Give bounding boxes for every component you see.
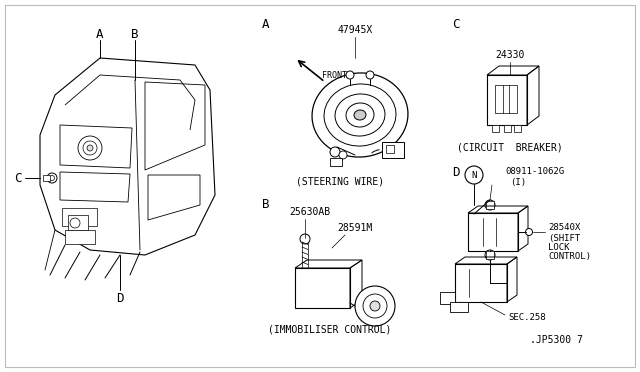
Ellipse shape bbox=[335, 94, 385, 136]
Circle shape bbox=[366, 71, 374, 79]
Text: C: C bbox=[14, 171, 22, 185]
Text: N: N bbox=[471, 170, 477, 180]
Text: .JP5300 7: .JP5300 7 bbox=[530, 335, 583, 345]
Ellipse shape bbox=[346, 103, 374, 127]
Ellipse shape bbox=[324, 84, 396, 146]
Text: (I): (I) bbox=[510, 179, 526, 187]
Text: 08911-1062G: 08911-1062G bbox=[505, 167, 564, 176]
Bar bbox=[492, 125, 499, 132]
Bar bbox=[440, 292, 455, 304]
Circle shape bbox=[87, 145, 93, 151]
Bar bbox=[386, 145, 394, 153]
Bar bbox=[495, 85, 517, 113]
Text: (CIRCUIT  BREAKER): (CIRCUIT BREAKER) bbox=[457, 143, 563, 153]
Circle shape bbox=[300, 234, 310, 244]
Circle shape bbox=[370, 301, 380, 311]
Ellipse shape bbox=[354, 110, 366, 120]
Text: FRONT: FRONT bbox=[322, 71, 347, 80]
Text: 28591M: 28591M bbox=[337, 223, 372, 233]
Text: D: D bbox=[116, 292, 124, 305]
Text: LOCK: LOCK bbox=[548, 243, 570, 251]
Text: A: A bbox=[96, 29, 104, 42]
Circle shape bbox=[346, 71, 354, 79]
Circle shape bbox=[47, 173, 57, 183]
Bar bbox=[450, 302, 468, 312]
Bar bbox=[382, 142, 404, 158]
Text: (STEERING WIRE): (STEERING WIRE) bbox=[296, 177, 384, 187]
Circle shape bbox=[339, 151, 347, 159]
Bar bbox=[62, 208, 97, 226]
Bar bbox=[43, 175, 50, 181]
Circle shape bbox=[485, 250, 495, 260]
Circle shape bbox=[465, 166, 483, 184]
Text: C: C bbox=[452, 19, 460, 32]
Circle shape bbox=[330, 147, 340, 157]
Text: D: D bbox=[452, 166, 460, 179]
Ellipse shape bbox=[312, 73, 408, 157]
Bar bbox=[514, 125, 521, 132]
Bar bbox=[68, 215, 88, 230]
Bar bbox=[486, 251, 494, 259]
Text: SEC.258: SEC.258 bbox=[508, 314, 546, 323]
Circle shape bbox=[78, 136, 102, 160]
Circle shape bbox=[70, 218, 80, 228]
Bar bbox=[455, 264, 507, 302]
Text: CONTROL): CONTROL) bbox=[548, 251, 591, 260]
Bar bbox=[468, 213, 518, 251]
Bar bbox=[295, 268, 350, 308]
Text: 24330: 24330 bbox=[495, 50, 525, 60]
Text: A: A bbox=[262, 19, 269, 32]
Circle shape bbox=[355, 286, 395, 326]
Bar bbox=[504, 125, 511, 132]
Circle shape bbox=[83, 141, 97, 155]
Bar bbox=[487, 75, 527, 125]
Bar bbox=[65, 230, 95, 244]
Text: 47945X: 47945X bbox=[337, 25, 372, 35]
Bar bbox=[330, 158, 342, 166]
Circle shape bbox=[485, 200, 495, 210]
Text: (SHIFT: (SHIFT bbox=[548, 234, 580, 243]
Circle shape bbox=[525, 228, 532, 235]
Text: (IMMOBILISER CONTROL): (IMMOBILISER CONTROL) bbox=[268, 325, 392, 335]
Text: B: B bbox=[131, 29, 139, 42]
Text: 28540X: 28540X bbox=[548, 222, 580, 231]
Circle shape bbox=[363, 294, 387, 318]
Text: B: B bbox=[262, 199, 269, 212]
Text: 25630AB: 25630AB bbox=[289, 207, 331, 217]
Circle shape bbox=[49, 176, 54, 180]
Bar bbox=[486, 201, 494, 209]
